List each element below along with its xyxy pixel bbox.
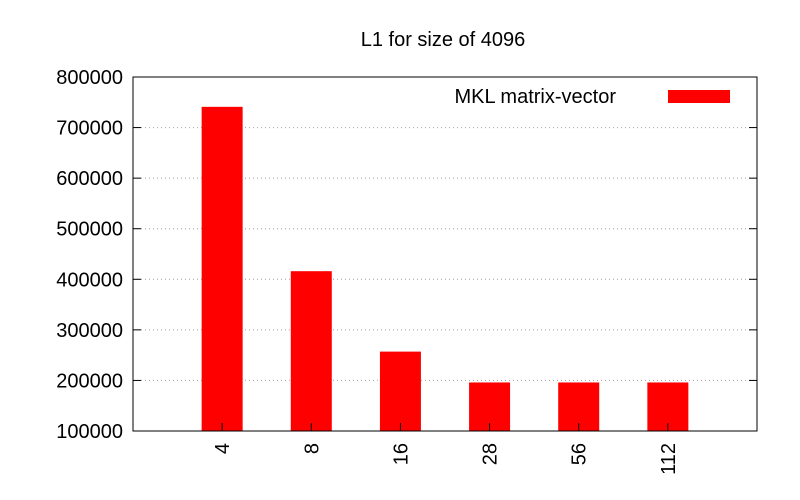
- x-tick-label: 8: [301, 443, 323, 454]
- legend-label: MKL matrix-vector: [454, 86, 616, 108]
- x-tick-label: 16: [390, 443, 412, 465]
- y-tick-label: 700000: [56, 118, 123, 140]
- y-tick-label: 800000: [56, 67, 123, 89]
- chart-title: L1 for size of 4096: [361, 29, 526, 51]
- y-tick-label: 500000: [56, 219, 123, 241]
- x-tick-label: 56: [569, 443, 591, 465]
- y-tick-label: 100000: [56, 421, 123, 443]
- bar-16: [379, 351, 421, 431]
- y-tick-label: 600000: [56, 168, 123, 190]
- bar-112: [647, 382, 689, 431]
- y-tick-label: 300000: [56, 320, 123, 342]
- bar-56: [558, 382, 600, 431]
- axes: 100000 200000 300000 400000 500000 600000 7000…: [56, 67, 758, 475]
- legend-swatch: [668, 90, 730, 103]
- plot-frame: [132, 76, 758, 432]
- legend: MKL matrix-vector: [454, 86, 730, 108]
- bar-28: [469, 382, 511, 431]
- y-tick-label: 400000: [56, 269, 123, 291]
- x-tick-label: 28: [480, 443, 502, 465]
- bar-4: [201, 106, 243, 431]
- y-tick-label: 200000: [56, 370, 123, 392]
- bar-8: [290, 271, 332, 431]
- x-tick-label: 112: [658, 443, 680, 475]
- x-tick-label: 4: [212, 443, 234, 454]
- bars: [201, 106, 689, 431]
